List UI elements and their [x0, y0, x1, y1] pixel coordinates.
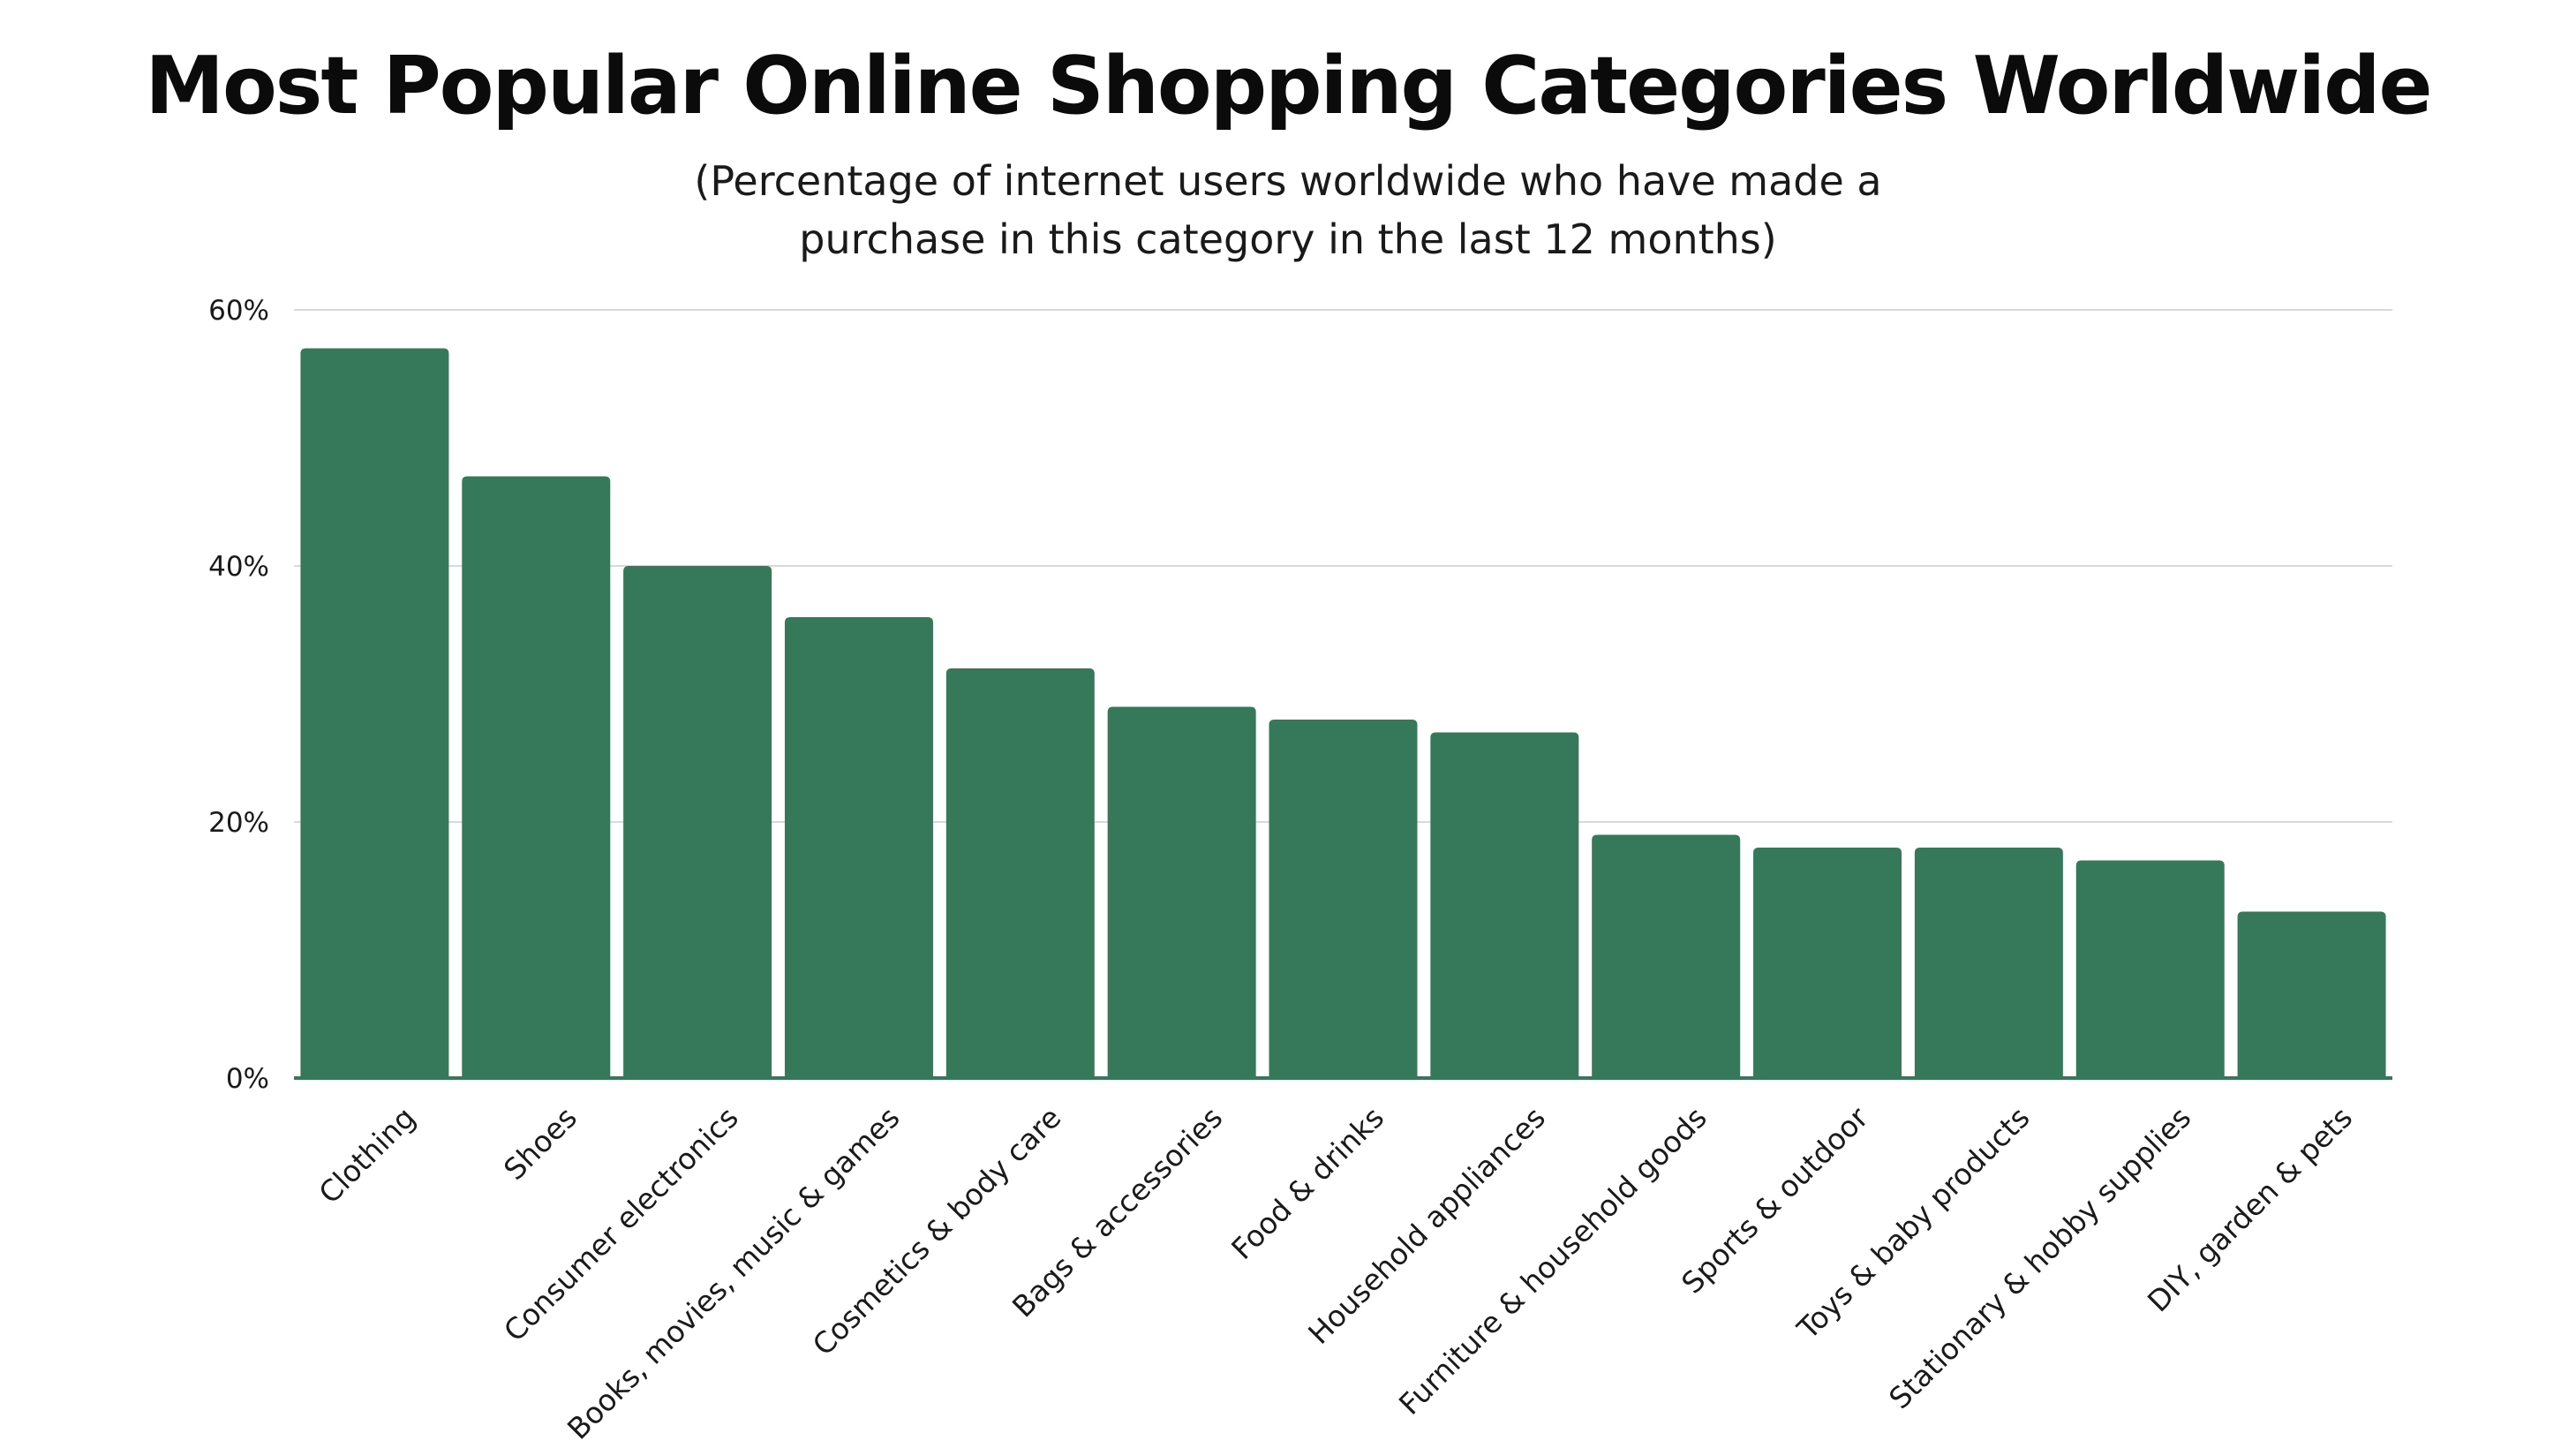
x-category-label: Shoes: [497, 1100, 584, 1187]
bar: [1753, 848, 1902, 1078]
chart-title: Most Popular Online Shopping Categories …: [145, 40, 2432, 132]
bar: [623, 566, 772, 1078]
x-category-label: Furniture & household goods: [1392, 1100, 1714, 1422]
chart-subtitle-line-2: purchase in this category in the last 12…: [799, 215, 1777, 263]
y-tick-label: 0%: [226, 1063, 269, 1095]
bar: [1592, 834, 1741, 1078]
bar: [945, 668, 1095, 1078]
bar: [1107, 706, 1256, 1078]
y-tick-label: 40%: [208, 551, 269, 583]
bar: [1269, 720, 1418, 1078]
x-category-label: Food & drinks: [1224, 1100, 1390, 1266]
y-tick-label: 20%: [208, 807, 269, 839]
x-category-label: Books, movies, music & games: [561, 1100, 907, 1446]
chart-subtitle: (Percentage of internet users worldwide …: [0, 152, 2576, 268]
y-axis-tick-labels: 0% 20% 40% 60%: [208, 295, 269, 1095]
bar: [2075, 860, 2225, 1078]
y-tick-label: 60%: [208, 295, 269, 327]
bars: [300, 348, 2386, 1078]
bar: [784, 617, 933, 1078]
bar: [462, 476, 611, 1078]
x-category-label: Clothing: [312, 1100, 422, 1210]
x-category-label: Stationary & hobby supplies: [1882, 1100, 2197, 1415]
bar: [2237, 911, 2386, 1078]
bar: [1430, 732, 1579, 1078]
bar: [1914, 848, 2063, 1078]
chart-subtitle-line-1: (Percentage of internet users worldwide …: [694, 157, 1882, 205]
bar: [300, 348, 449, 1078]
